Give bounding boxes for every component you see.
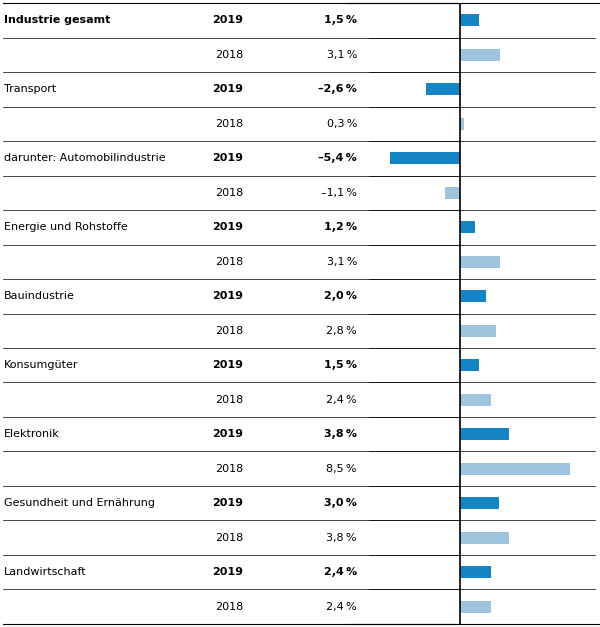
Text: 2019: 2019 <box>212 223 243 232</box>
Text: 1,5 %: 1,5 % <box>324 361 357 370</box>
Text: 2,4 %: 2,4 % <box>326 395 357 404</box>
Text: 0,3 %: 0,3 % <box>326 119 357 129</box>
Text: 2018: 2018 <box>215 188 243 198</box>
Text: 2019: 2019 <box>212 429 243 439</box>
Text: Elektronik: Elektronik <box>4 429 60 439</box>
Text: 2,8 %: 2,8 % <box>326 326 357 335</box>
Bar <box>460 325 496 337</box>
Bar <box>460 359 479 371</box>
Text: –2,6 %: –2,6 % <box>318 85 357 94</box>
Text: 2019: 2019 <box>212 16 243 25</box>
Text: Konsumgüter: Konsumgüter <box>4 361 79 370</box>
Text: 3,1 %: 3,1 % <box>326 50 357 60</box>
Bar <box>390 152 460 164</box>
Bar <box>460 463 570 475</box>
Bar <box>460 256 500 268</box>
Text: 8,5 %: 8,5 % <box>326 464 357 473</box>
Text: Bauindustrie: Bauindustrie <box>4 292 75 301</box>
Text: 2019: 2019 <box>212 154 243 163</box>
Text: 2018: 2018 <box>215 257 243 266</box>
Text: 2019: 2019 <box>212 567 243 577</box>
Text: Industrie gesamt: Industrie gesamt <box>4 16 110 25</box>
Text: –1,1 %: –1,1 % <box>321 188 357 198</box>
Text: 2018: 2018 <box>215 50 243 60</box>
Text: 2019: 2019 <box>212 292 243 301</box>
Bar <box>460 601 491 613</box>
Text: 2019: 2019 <box>212 85 243 94</box>
Text: 3,8 %: 3,8 % <box>326 533 357 542</box>
Bar <box>460 290 485 302</box>
Text: darunter: Automobilindustrie: darunter: Automobilindustrie <box>4 154 166 163</box>
Text: 2019: 2019 <box>212 498 243 508</box>
Text: Gesundheit und Ernährung: Gesundheit und Ernährung <box>4 498 155 508</box>
Bar <box>426 83 460 95</box>
Text: 2018: 2018 <box>215 395 243 404</box>
Text: 2,0 %: 2,0 % <box>324 292 357 301</box>
Text: 2,4 %: 2,4 % <box>324 567 357 577</box>
Bar <box>460 497 499 509</box>
Text: 2018: 2018 <box>215 119 243 129</box>
Text: Landwirtschaft: Landwirtschaft <box>4 567 87 577</box>
Text: 3,8 %: 3,8 % <box>324 429 357 439</box>
Text: 2018: 2018 <box>215 533 243 542</box>
Text: 2,4 %: 2,4 % <box>326 602 357 611</box>
Text: 2018: 2018 <box>215 326 243 335</box>
Text: 2019: 2019 <box>212 361 243 370</box>
Bar <box>460 221 475 233</box>
Text: 3,0 %: 3,0 % <box>324 498 357 508</box>
Bar <box>460 566 491 578</box>
Text: 3,1 %: 3,1 % <box>326 257 357 266</box>
Text: 2018: 2018 <box>215 602 243 611</box>
Bar <box>460 394 491 406</box>
Text: 2018: 2018 <box>215 464 243 473</box>
Text: 1,2 %: 1,2 % <box>324 223 357 232</box>
Bar <box>460 532 509 544</box>
Text: 1,5 %: 1,5 % <box>324 16 357 25</box>
Text: –5,4 %: –5,4 % <box>318 154 357 163</box>
Bar <box>460 428 509 440</box>
Bar <box>460 118 464 130</box>
Text: Energie und Rohstoffe: Energie und Rohstoffe <box>4 223 128 232</box>
Bar <box>460 14 479 26</box>
Text: Transport: Transport <box>4 85 56 94</box>
Bar <box>445 187 460 199</box>
Bar <box>460 49 500 61</box>
